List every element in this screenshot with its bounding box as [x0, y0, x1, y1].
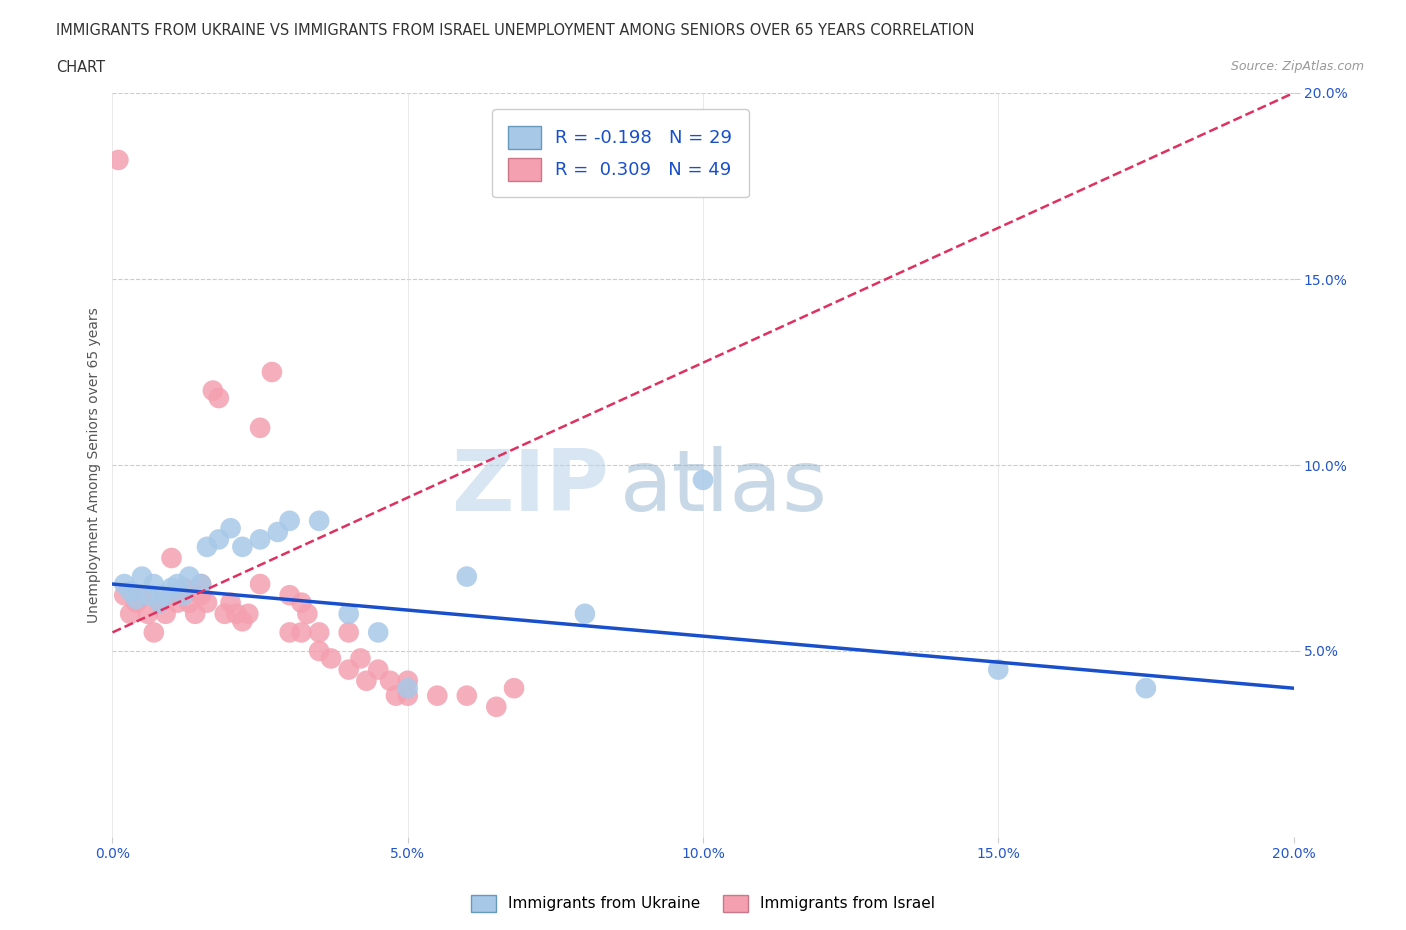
Point — [290, 625, 312, 640]
Point — [195, 539, 218, 554]
Point — [214, 606, 236, 621]
Point — [396, 673, 419, 688]
Point — [112, 588, 135, 603]
Point — [142, 577, 165, 591]
Point — [987, 662, 1010, 677]
Point — [225, 606, 247, 621]
Point — [278, 625, 301, 640]
Point — [574, 606, 596, 621]
Point — [385, 688, 408, 703]
Point — [308, 625, 330, 640]
Point — [367, 662, 389, 677]
Point — [278, 588, 301, 603]
Point — [231, 539, 253, 554]
Point — [112, 577, 135, 591]
Point — [155, 606, 177, 621]
Point — [297, 606, 319, 621]
Point — [267, 525, 290, 539]
Point — [249, 420, 271, 435]
Point — [219, 595, 242, 610]
Point — [120, 584, 142, 599]
Point — [160, 588, 183, 603]
Point — [184, 606, 207, 621]
Point — [692, 472, 714, 487]
Point — [238, 606, 260, 621]
Point — [166, 577, 188, 591]
Point — [308, 513, 330, 528]
Point — [208, 391, 231, 405]
Point — [142, 625, 165, 640]
Point — [149, 595, 172, 610]
Point — [190, 577, 212, 591]
Point — [172, 588, 194, 603]
Legend: R = -0.198   N = 29, R =  0.309   N = 49: R = -0.198 N = 29, R = 0.309 N = 49 — [492, 110, 748, 197]
Text: ZIP: ZIP — [451, 445, 609, 529]
Point — [219, 521, 242, 536]
Point — [166, 595, 188, 610]
Point — [179, 569, 201, 584]
Point — [456, 688, 478, 703]
Point — [337, 606, 360, 621]
Point — [337, 662, 360, 677]
Text: CHART: CHART — [56, 60, 105, 75]
Point — [231, 614, 253, 629]
Point — [278, 513, 301, 528]
Point — [260, 365, 283, 379]
Point — [195, 595, 218, 610]
Text: atlas: atlas — [620, 445, 828, 529]
Point — [107, 153, 129, 167]
Point — [485, 699, 508, 714]
Point — [136, 588, 159, 603]
Point — [396, 681, 419, 696]
Point — [1135, 681, 1157, 696]
Y-axis label: Unemployment Among Seniors over 65 years: Unemployment Among Seniors over 65 years — [87, 307, 101, 623]
Point — [149, 595, 172, 610]
Point — [155, 588, 177, 603]
Point — [349, 651, 371, 666]
Point — [136, 606, 159, 621]
Point — [249, 532, 271, 547]
Text: IMMIGRANTS FROM UKRAINE VS IMMIGRANTS FROM ISRAEL UNEMPLOYMENT AMONG SENIORS OVE: IMMIGRANTS FROM UKRAINE VS IMMIGRANTS FR… — [56, 23, 974, 38]
Point — [131, 569, 153, 584]
Point — [290, 595, 312, 610]
Point — [160, 551, 183, 565]
Point — [367, 625, 389, 640]
Point — [503, 681, 526, 696]
Point — [356, 673, 378, 688]
Point — [337, 625, 360, 640]
Text: Source: ZipAtlas.com: Source: ZipAtlas.com — [1230, 60, 1364, 73]
Point — [190, 577, 212, 591]
Point — [125, 595, 148, 610]
Point — [131, 588, 153, 603]
Point — [190, 588, 212, 603]
Point — [120, 606, 142, 621]
Point — [172, 580, 194, 595]
Point — [426, 688, 449, 703]
Point — [201, 383, 224, 398]
Point — [308, 644, 330, 658]
Legend: Immigrants from Ukraine, Immigrants from Israel: Immigrants from Ukraine, Immigrants from… — [465, 889, 941, 918]
Point — [125, 591, 148, 606]
Point — [319, 651, 342, 666]
Point — [208, 532, 231, 547]
Point — [456, 569, 478, 584]
Point — [179, 595, 201, 610]
Point — [378, 673, 401, 688]
Point — [249, 577, 271, 591]
Point — [160, 580, 183, 595]
Point — [396, 688, 419, 703]
